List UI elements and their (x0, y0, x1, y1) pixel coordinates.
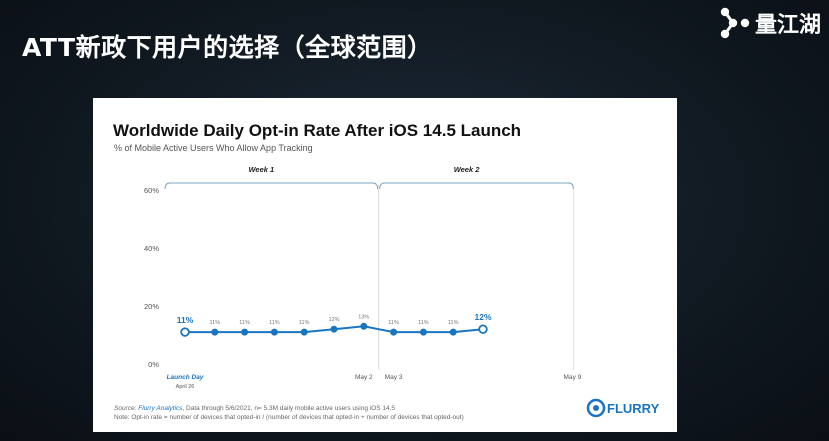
flurry-logo-icon (586, 398, 606, 418)
source-line: Source: Flurry Analytics, Data through 5… (114, 405, 395, 412)
data-label: 11% (177, 315, 194, 325)
data-label: 11% (269, 320, 280, 326)
data-label: 13% (358, 314, 369, 320)
y-tick-label: 20% (144, 302, 159, 311)
data-point (300, 328, 308, 336)
flurry-logo-text: FLURRY (607, 401, 660, 416)
week-label: Week 1 (248, 165, 274, 174)
brand-logo-icon (720, 7, 750, 39)
data-point (241, 328, 249, 336)
data-point (180, 327, 190, 337)
line-chart: Worldwide Daily Opt-in Rate After iOS 14… (113, 121, 660, 421)
data-label: 11% (388, 320, 399, 326)
chart-subtitle: % of Mobile Active Users Who Allow App T… (114, 143, 313, 153)
data-point (390, 328, 398, 336)
brand-name: 量江湖 (754, 13, 821, 38)
data-point (330, 325, 338, 333)
x-tick-label: May 2 (355, 374, 373, 381)
data-point (211, 328, 219, 336)
chart-card: Worldwide Daily Opt-in Rate After iOS 14… (93, 98, 677, 432)
chart-title: Worldwide Daily Opt-in Rate After iOS 14… (113, 121, 521, 140)
source-brand: Flurry Analytics (138, 405, 183, 412)
data-label: 11% (209, 320, 220, 326)
flurry-logo: FLURRY (586, 398, 660, 418)
y-tick-label: 40% (144, 244, 159, 253)
data-label: 11% (418, 320, 429, 326)
y-tick-label: 60% (144, 186, 159, 195)
note-line: Note: Opt-in rate = number of devices th… (114, 414, 464, 421)
source-label: Source: (114, 405, 138, 412)
x-tick-label: April 26 (176, 384, 195, 390)
data-point (449, 328, 457, 336)
x-tick-label: May 3 (385, 374, 403, 381)
y-tick-label: 0% (148, 360, 159, 369)
data-point (419, 328, 427, 336)
slide-title: ATT新政下用户的选择（全球范围） (22, 33, 433, 62)
data-point (270, 328, 278, 336)
data-point (360, 322, 368, 330)
data-label: 12% (328, 317, 339, 323)
x-tick-label: May 9 (564, 374, 582, 381)
data-label: 11% (448, 320, 459, 326)
data-label: 12% (474, 312, 491, 322)
brand: 量江湖 (718, 6, 821, 40)
data-label: 11% (299, 320, 310, 326)
week-bracket (164, 182, 379, 190)
data-point (478, 324, 488, 334)
week-bracket (379, 182, 574, 190)
source-text: , Data through 5/6/2021, n= 5.3M daily m… (182, 405, 395, 412)
x-tick-label: Launch Day (167, 374, 204, 381)
data-label: 11% (239, 320, 250, 326)
week-label: Week 2 (454, 165, 481, 174)
